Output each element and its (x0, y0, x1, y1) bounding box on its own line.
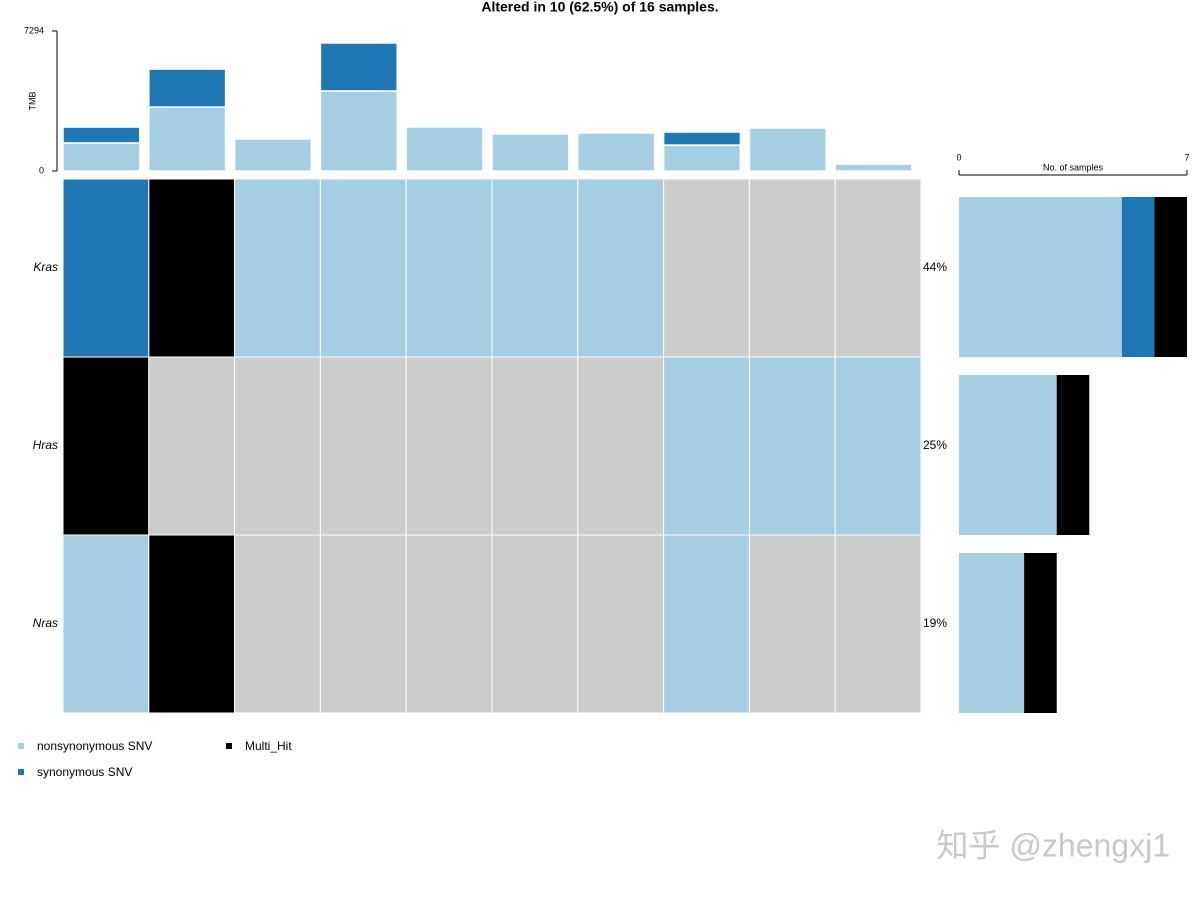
matrix-cell (405, 356, 493, 536)
count-bar (959, 197, 1122, 357)
y-tick-label: 0 (39, 165, 44, 175)
y-tick-label: 7294 (24, 25, 44, 35)
matrix-cell (577, 356, 665, 536)
matrix-cell (748, 356, 836, 536)
legend-swatch (18, 743, 24, 749)
tmb-bar (62, 126, 141, 144)
matrix-cell (62, 178, 150, 358)
matrix-cell (577, 534, 665, 714)
tmb-bar (148, 68, 227, 108)
legend-label: Multi_Hit (245, 739, 292, 753)
tmb-bar (148, 106, 227, 172)
legend-swatch (226, 743, 232, 749)
matrix-cell (491, 356, 579, 536)
tmb-bar (233, 138, 313, 172)
matrix-cell (62, 534, 150, 714)
x-tick-label: 0 (956, 152, 961, 162)
y-axis-label: TMB (27, 92, 37, 111)
count-bar (1121, 197, 1155, 357)
gene-label: Kras (33, 260, 58, 274)
tmb-bar (834, 163, 913, 172)
matrix-cell (491, 178, 579, 358)
tmb-bar (748, 127, 827, 172)
matrix-cell (577, 178, 665, 358)
legend-label: synonymous SNV (37, 765, 132, 779)
matrix-cell (148, 356, 236, 536)
gene-label: Nras (33, 616, 58, 630)
matrix-cell (491, 534, 579, 714)
matrix-cell (62, 356, 150, 536)
chart-title: Altered in 10 (62.5%) of 16 samples. (481, 0, 718, 15)
percent-label: 44% (923, 260, 947, 274)
tmb-bar (319, 42, 398, 92)
matrix-cell (748, 534, 836, 714)
matrix-cell (663, 178, 750, 358)
watermark: 知乎 @zhengxj1 (937, 827, 1170, 863)
gene-label: Hras (33, 438, 58, 452)
count-bar (959, 375, 1057, 535)
x-tick-label: 7 (1184, 152, 1189, 162)
matrix-cell (834, 178, 922, 358)
tmb-bar (662, 144, 742, 172)
tmb-bar (62, 142, 141, 172)
percent-label: 25% (923, 438, 947, 452)
matrix-cell (148, 178, 236, 358)
matrix-cell (234, 178, 321, 358)
tmb-bar (319, 90, 398, 172)
legend-swatch (18, 769, 24, 775)
tmb-bar (491, 133, 570, 172)
matrix-cell (405, 178, 493, 358)
matrix-cell (234, 356, 321, 536)
count-bar (1154, 197, 1187, 357)
matrix-cell (663, 356, 750, 536)
matrix-cell (234, 534, 321, 714)
matrix-cell (148, 534, 236, 714)
percent-label: 19% (923, 616, 947, 630)
matrix-cell (663, 534, 750, 714)
matrix-cell (834, 356, 922, 536)
tmb-bar (662, 131, 742, 146)
matrix-cell (319, 178, 407, 358)
matrix-cell (319, 534, 407, 714)
matrix-cell (834, 534, 922, 714)
tmb-bar (577, 132, 656, 172)
legend-label: nonsynonymous SNV (37, 739, 152, 753)
count-bar (1056, 375, 1090, 535)
matrix-cell (748, 178, 836, 358)
matrix-cell (319, 356, 407, 536)
count-bar (959, 553, 1025, 713)
tmb-bar (405, 126, 484, 172)
count-bar (1024, 553, 1057, 713)
matrix-cell (405, 534, 493, 714)
x-axis-label: No. of samples (1043, 162, 1104, 172)
